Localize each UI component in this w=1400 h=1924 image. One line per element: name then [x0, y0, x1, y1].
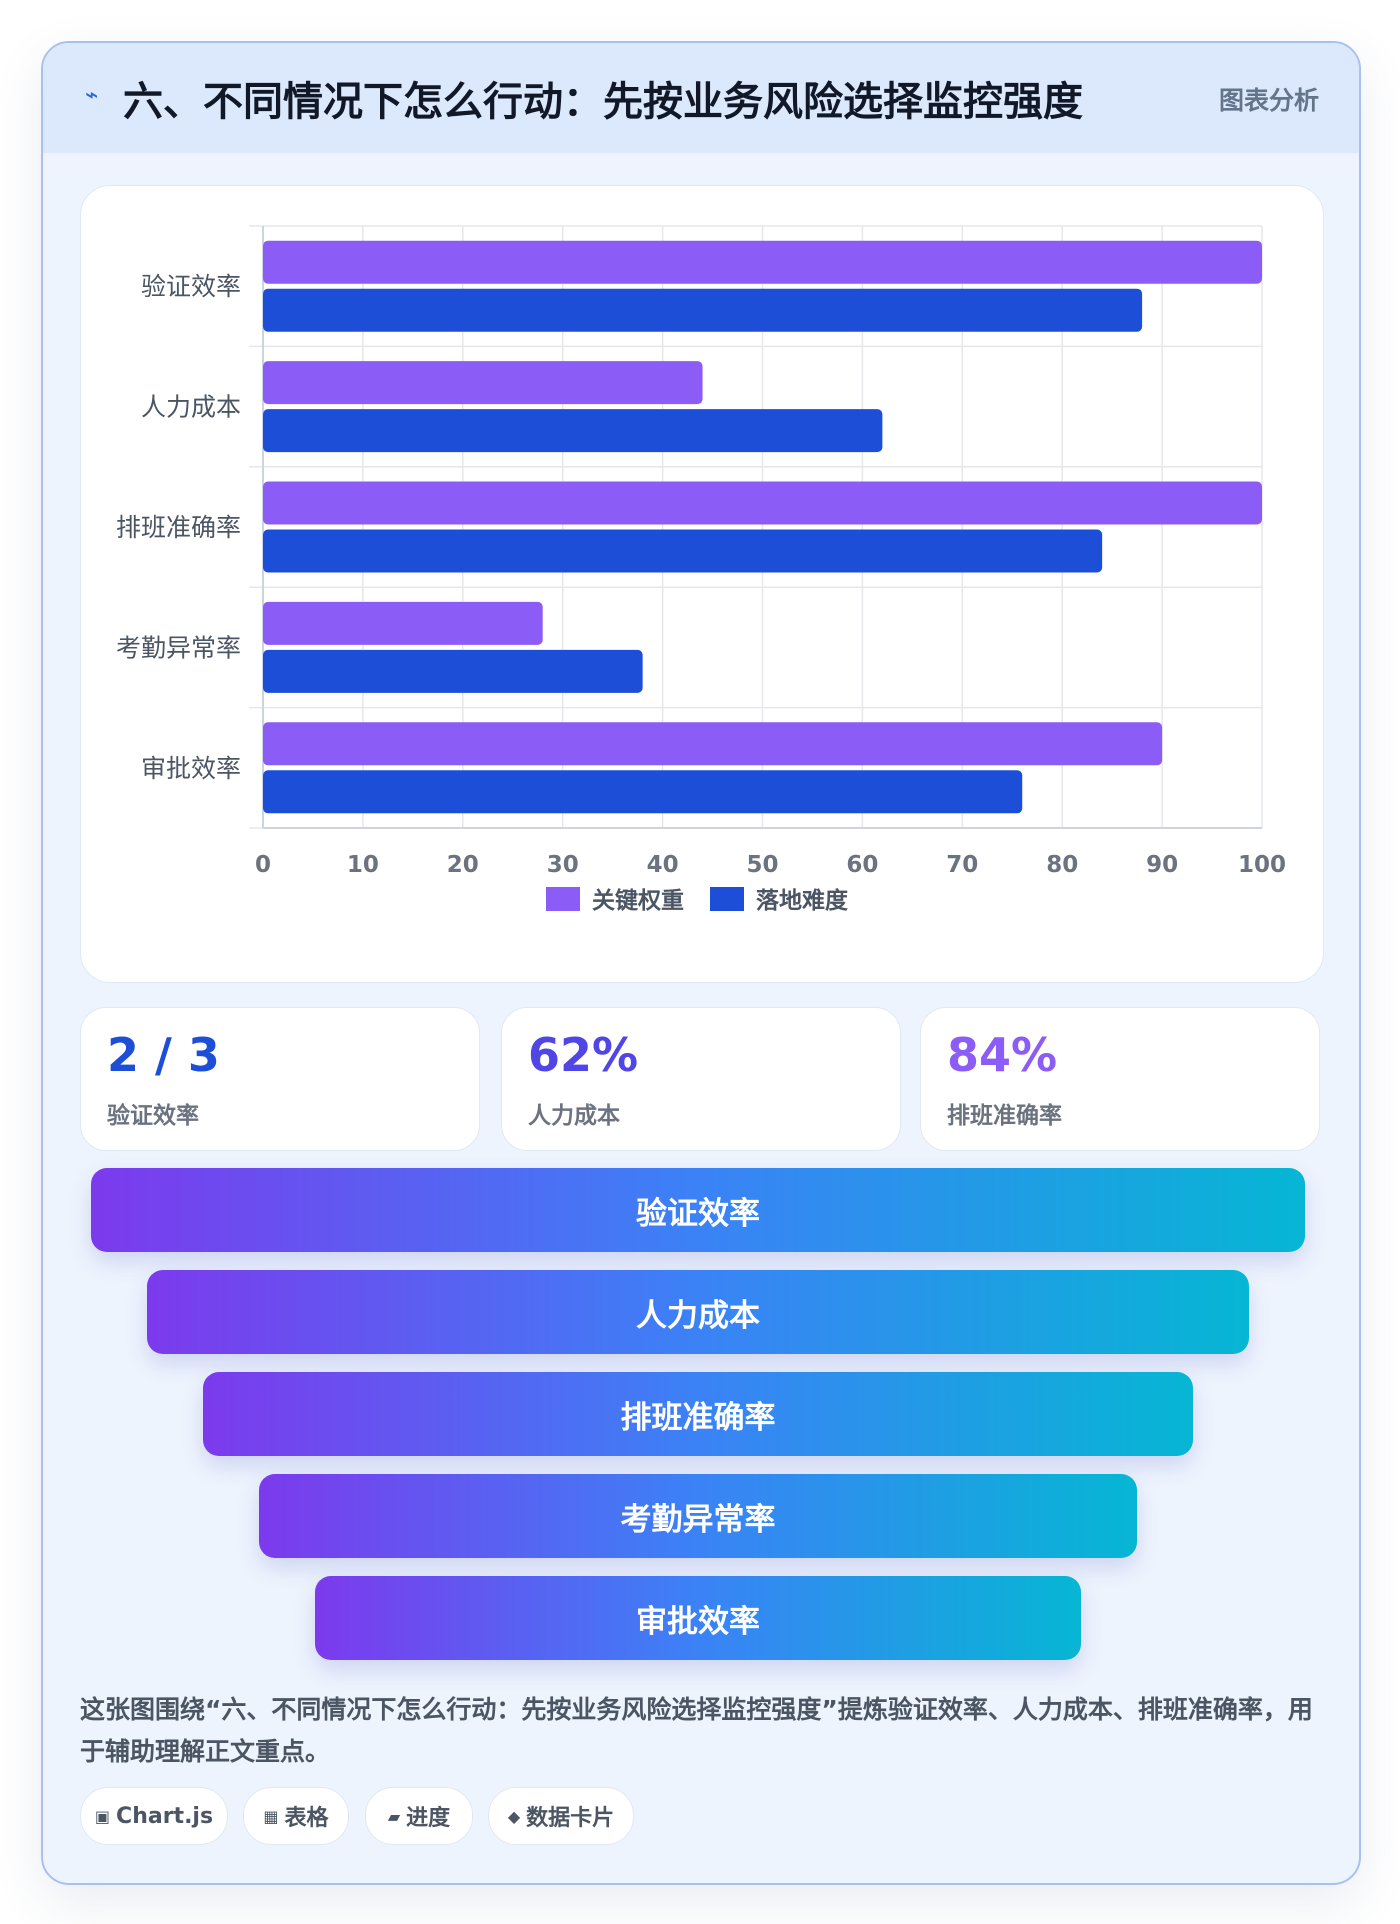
chart-card: ⌁ 六、不同情况下怎么行动：先按业务风险选择监控强度 图表分析 验证效率 人力成本…: [41, 41, 1361, 1885]
progress-icon: ▰: [387, 1806, 401, 1826]
x-tick-label: 40: [647, 852, 679, 878]
bar: [263, 722, 1163, 766]
chart-analysis-tag: 图表分析: [1218, 86, 1319, 115]
funnel-step: 排班准确率: [203, 1372, 1193, 1456]
chip-label: 进度: [406, 1806, 451, 1831]
x-tick-label: 10: [347, 852, 379, 878]
kpi-value: 62%: [528, 1028, 639, 1082]
chip-chartjs[interactable]: ▣ Chart.js: [80, 1787, 228, 1845]
y-tick-label: 审批效率: [141, 754, 241, 783]
lightning-icon: ⌁: [85, 83, 99, 108]
chip-progress[interactable]: ▰ 进度: [365, 1787, 473, 1845]
x-tick-label: 100: [1238, 852, 1286, 878]
y-tick-label: 验证效率: [141, 272, 241, 301]
x-tick-label: 0: [255, 852, 271, 878]
chart-panel: 验证效率人力成本排班准确率考勤异常率审批效率 0 10 20 30 40 50 60 70 80 9…: [80, 185, 1324, 983]
funnel-step: 考勤异常率: [259, 1474, 1137, 1558]
kpi-card-scheduling: 84% 排班准确率: [920, 1007, 1320, 1151]
x-tick-label: 90: [1146, 852, 1178, 878]
bar: [263, 601, 543, 645]
x-tick-label: 30: [547, 852, 579, 878]
chip-table[interactable]: ▦ 表格: [243, 1787, 349, 1845]
y-tick-label: 排班准确率: [116, 513, 241, 542]
funnel-step: 验证效率: [91, 1168, 1305, 1252]
bar: [263, 649, 643, 693]
x-tick-label: 20: [447, 852, 479, 878]
bar: [263, 361, 703, 405]
x-tick-label: 70: [946, 852, 978, 878]
funnel-step: 审批效率: [315, 1576, 1081, 1660]
kpi-label: 验证效率: [107, 1103, 199, 1129]
bar: [263, 409, 883, 453]
legend-label: 落地难度: [756, 887, 849, 914]
funnel-step: 人力成本: [147, 1270, 1249, 1354]
chart-caption: 这张图围绕“六、不同情况下怎么行动：先按业务风险选择监控强度”提炼验证效率、人力…: [80, 1695, 1313, 1766]
y-tick-label: 考勤异常率: [116, 633, 241, 662]
x-tick-label: 60: [846, 852, 878, 878]
bar: [263, 481, 1262, 525]
legend-swatch: [710, 887, 744, 911]
page-title: 六、不同情况下怎么行动：先按业务风险选择监控强度: [123, 79, 1083, 125]
legend-swatch: [546, 887, 580, 911]
kpi-label: 人力成本: [528, 1103, 620, 1129]
diamond-icon: ◆: [507, 1806, 521, 1826]
x-tick-label: 50: [746, 852, 778, 878]
bar: [263, 240, 1262, 284]
kpi-value: 84%: [947, 1028, 1058, 1082]
bar: [263, 529, 1103, 573]
card-header: ⌁ 六、不同情况下怎么行动：先按业务风险选择监控强度 图表分析: [43, 43, 1359, 153]
chip-data-card[interactable]: ◆ 数据卡片: [488, 1787, 634, 1845]
chip-label: 数据卡片: [526, 1806, 615, 1831]
bar: [263, 770, 1023, 814]
kpi-label: 排班准确率: [947, 1103, 1062, 1129]
chip-label: 表格: [284, 1806, 329, 1831]
legend-label: 关键权重: [592, 887, 684, 914]
kpi-card-verification: 2 / 3 验证效率: [80, 1007, 480, 1151]
chip-icon: ▣: [94, 1806, 111, 1826]
kpi-value: 2 / 3: [107, 1028, 220, 1082]
kpi-card-labor-cost: 62% 人力成本: [501, 1007, 901, 1151]
chip-label: Chart.js: [116, 1803, 214, 1829]
y-tick-label: 人力成本: [141, 393, 241, 422]
bar: [263, 288, 1143, 332]
x-tick-label: 80: [1046, 852, 1078, 878]
grid-icon: ▦: [263, 1806, 279, 1826]
